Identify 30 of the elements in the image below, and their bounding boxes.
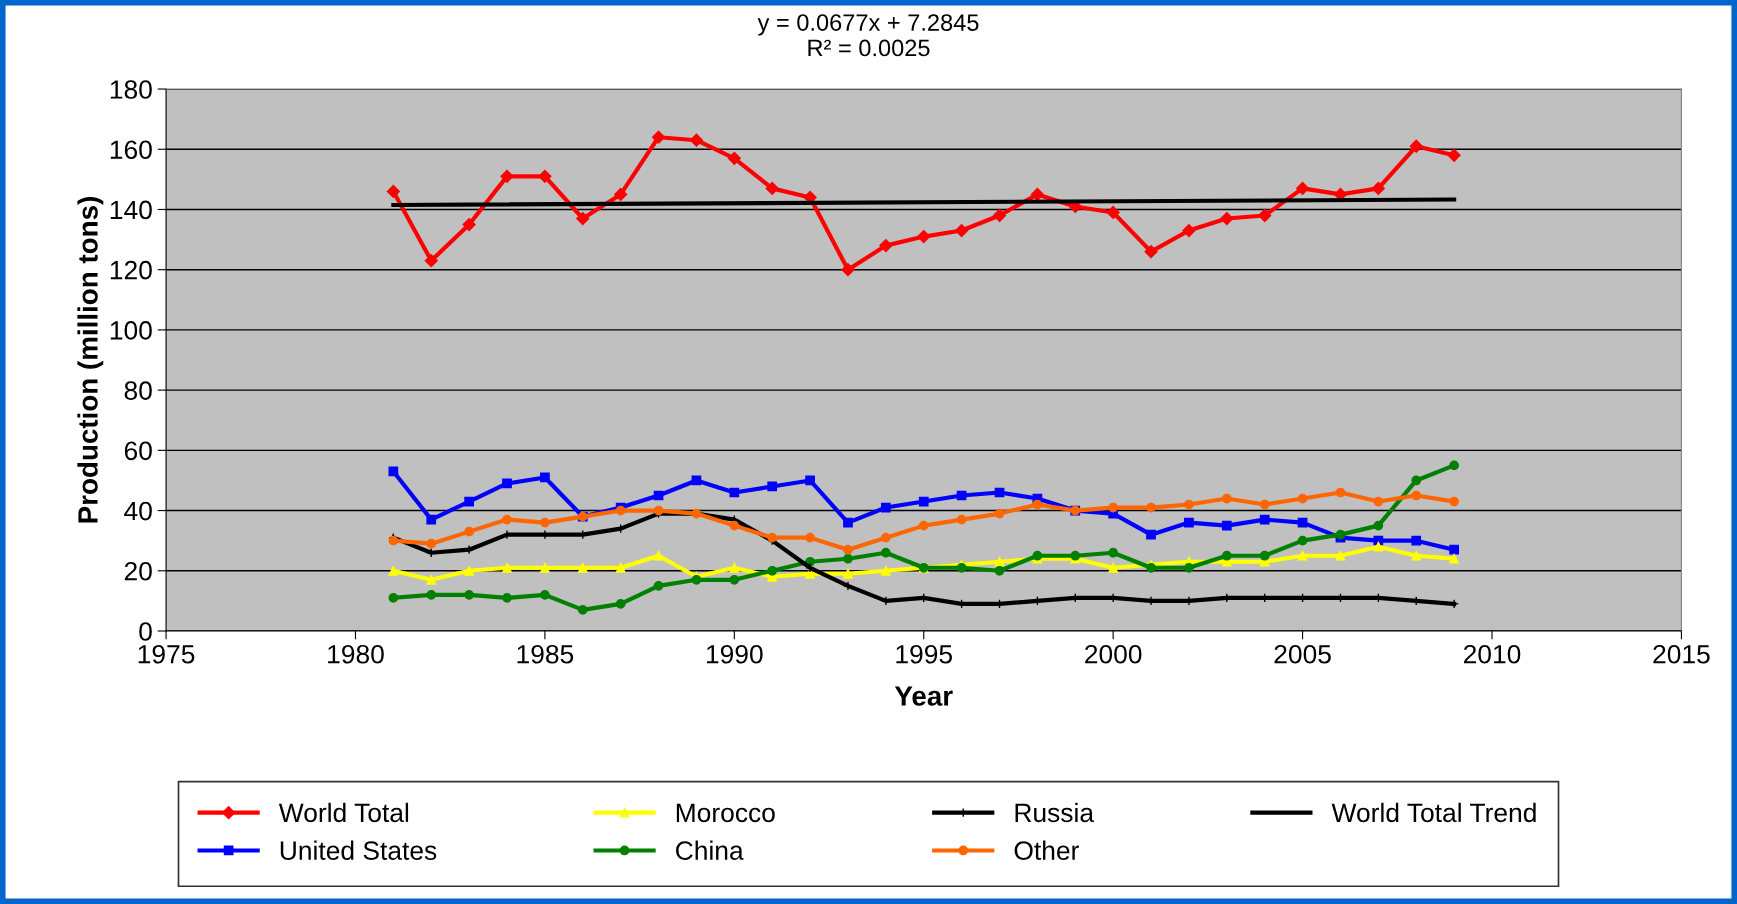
y-tick-label: 20 bbox=[124, 561, 152, 581]
x-tick-label: 2005 bbox=[1274, 644, 1331, 664]
legend-label: Russia bbox=[1015, 802, 1095, 823]
y-tick-label: 120 bbox=[110, 260, 152, 280]
legend-label: United States bbox=[280, 840, 437, 860]
x-tick-label: 2000 bbox=[1085, 644, 1142, 664]
x-tick-label: 1995 bbox=[896, 644, 952, 664]
y-tick-label: 0 bbox=[139, 622, 152, 641]
x-tick-label: 1985 bbox=[517, 644, 574, 664]
x-tick-label: 1990 bbox=[706, 644, 763, 664]
legend-label: World Total bbox=[278, 802, 409, 823]
text: R² = 0.0025 bbox=[808, 39, 930, 57]
x-tick-label: 1980 bbox=[328, 644, 384, 664]
y-tick-label: 140 bbox=[110, 200, 152, 220]
legend-label: Morocco bbox=[676, 803, 775, 823]
x-axis-title: Year bbox=[894, 686, 953, 706]
y-tick-label: 160 bbox=[110, 140, 152, 160]
x-tick-label: 2010 bbox=[1463, 644, 1521, 664]
text: y = 0.0677x + 7.2845 bbox=[757, 14, 979, 36]
legend-label: Other bbox=[1014, 840, 1079, 860]
y-tick-label: 40 bbox=[124, 501, 152, 521]
y-tick-label: 100 bbox=[110, 321, 152, 340]
y-axis-title: Production (million tons) bbox=[77, 197, 104, 523]
legend-label: China bbox=[676, 840, 744, 860]
y-tick-label: 60 bbox=[124, 441, 152, 461]
y-tick-label: 180 bbox=[110, 80, 152, 99]
x-tick-label: 2015 bbox=[1653, 644, 1710, 664]
y-tick-label: 80 bbox=[124, 381, 152, 400]
x-tick-label: 1975 bbox=[138, 644, 195, 664]
legend-label: World Total Trend bbox=[1331, 802, 1536, 823]
